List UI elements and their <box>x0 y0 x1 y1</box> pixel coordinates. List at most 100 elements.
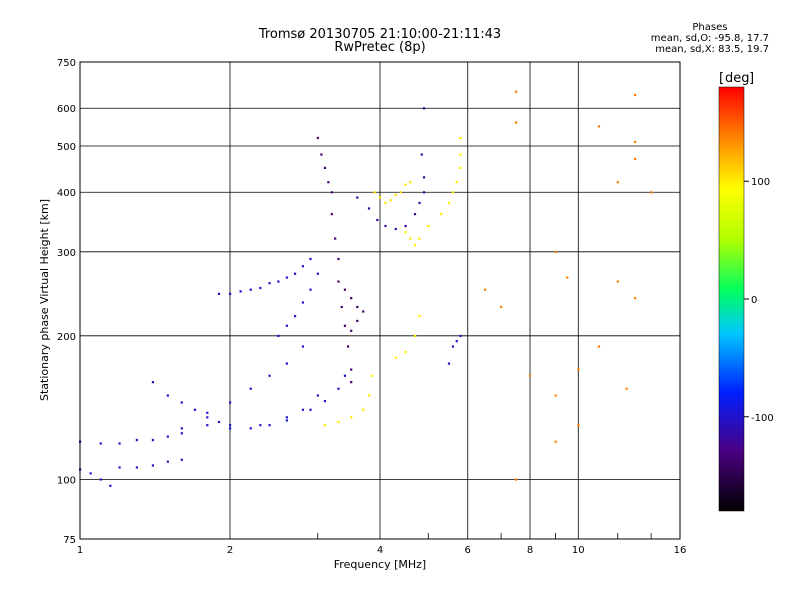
data-point <box>309 257 312 261</box>
data-point <box>373 191 376 194</box>
data-point <box>343 288 347 291</box>
data-point <box>180 458 183 461</box>
data-point <box>370 374 373 377</box>
data-point <box>301 345 305 348</box>
data-point <box>447 201 451 205</box>
data-point <box>634 93 637 97</box>
x-tick-label: 1 <box>77 545 83 556</box>
data-point <box>301 301 305 304</box>
data-point <box>285 419 288 422</box>
y-tick-label: 600 <box>57 104 76 115</box>
data-point <box>367 207 371 210</box>
data-point <box>384 201 387 205</box>
data-point <box>350 416 353 419</box>
y-tick-label: 75 <box>63 535 76 546</box>
data-point <box>239 290 242 293</box>
data-point <box>337 420 340 424</box>
data-point <box>447 362 451 365</box>
data-point <box>346 345 350 348</box>
data-point <box>413 244 417 247</box>
data-point <box>180 401 183 404</box>
phase-colorbar <box>718 86 745 512</box>
data-point <box>394 356 397 359</box>
data-point <box>459 153 462 156</box>
data-point <box>340 305 343 309</box>
colorbar-tick-label: 100 <box>751 177 770 188</box>
data-points <box>79 90 653 487</box>
x-tick-label: 8 <box>527 545 533 556</box>
x-tick-label: 4 <box>377 545 383 556</box>
data-point <box>399 191 402 194</box>
data-point <box>285 362 288 365</box>
data-point <box>151 438 155 442</box>
data-point <box>301 265 305 268</box>
data-point <box>217 420 221 424</box>
data-point <box>404 231 407 234</box>
data-point <box>418 201 421 205</box>
data-point <box>118 466 121 469</box>
data-point <box>459 136 462 140</box>
data-point <box>350 368 353 371</box>
data-point <box>323 424 327 427</box>
data-point <box>249 387 252 390</box>
x-tick-label: 6 <box>465 545 471 556</box>
data-point <box>277 280 280 283</box>
y-tick-label: 400 <box>57 188 76 199</box>
data-point <box>151 381 155 384</box>
data-point <box>367 394 371 397</box>
x-axis-ticks: 1 2 4 6 8 10 16 <box>77 545 687 556</box>
data-point <box>356 319 359 323</box>
data-point <box>166 460 169 463</box>
data-point <box>515 478 518 481</box>
data-point <box>566 276 569 279</box>
data-point <box>268 374 271 377</box>
data-point <box>625 387 628 390</box>
data-point <box>394 227 397 231</box>
data-point <box>439 213 443 216</box>
data-point <box>356 196 359 199</box>
data-point <box>597 125 601 128</box>
colorbar-label-close: ] <box>749 71 754 86</box>
phases-heading: Phases <box>692 22 728 33</box>
x-axis-label: Frequency [MHz] <box>334 558 426 571</box>
data-point <box>577 424 580 427</box>
data-point <box>180 432 183 435</box>
data-point <box>616 280 619 283</box>
data-point <box>634 157 637 161</box>
data-point <box>343 324 347 327</box>
data-point <box>180 427 183 430</box>
data-point <box>323 166 327 170</box>
data-point <box>229 401 232 404</box>
data-point <box>350 381 353 384</box>
data-point <box>135 438 138 442</box>
y-tick-label: 100 <box>57 475 76 486</box>
grid <box>79 61 681 540</box>
data-point <box>554 440 557 443</box>
data-point <box>455 181 458 184</box>
data-point <box>376 218 379 222</box>
data-point <box>316 272 319 275</box>
data-point <box>249 427 252 430</box>
data-point <box>529 374 532 377</box>
data-point <box>316 394 319 397</box>
phases-x-stats: mean, sd,X: 83.5, 19.7 <box>655 44 769 55</box>
data-point <box>420 153 423 156</box>
chart-subtitle: RwPretec (8p) <box>334 40 426 55</box>
data-point <box>193 408 197 411</box>
data-point <box>394 193 397 197</box>
data-point <box>285 276 288 279</box>
data-point <box>459 334 462 338</box>
data-point <box>217 292 221 295</box>
colorbar-tick-label: -100 <box>751 413 774 424</box>
colorbar-label-open: [ <box>719 71 724 86</box>
data-point <box>597 345 601 348</box>
data-point <box>409 181 412 184</box>
data-point <box>413 213 417 216</box>
data-point <box>206 416 209 419</box>
data-point <box>350 297 353 300</box>
data-point <box>285 416 288 419</box>
data-point <box>422 191 426 194</box>
data-point <box>268 282 271 285</box>
data-point <box>330 191 333 194</box>
